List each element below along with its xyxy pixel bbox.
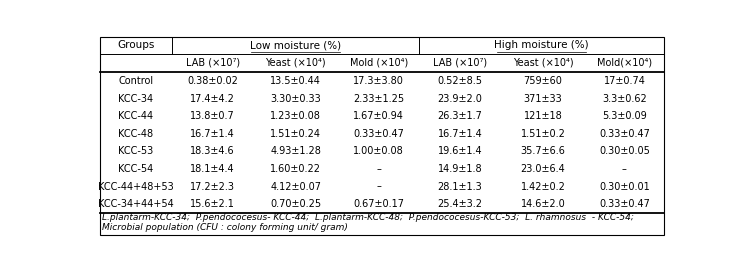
Text: KCC-44+48+53: KCC-44+48+53 (98, 182, 174, 192)
Text: –: – (376, 182, 381, 192)
Text: 0.30±0.05: 0.30±0.05 (599, 146, 650, 156)
Text: 18.1±4.4: 18.1±4.4 (191, 164, 235, 174)
Text: 17.2±2.3: 17.2±2.3 (190, 182, 235, 192)
Text: 1.42±0.2: 1.42±0.2 (521, 182, 565, 192)
Text: Yeast (×10⁴): Yeast (×10⁴) (265, 58, 326, 68)
Text: Groups: Groups (118, 40, 155, 50)
Text: 2.33±1.25: 2.33±1.25 (353, 94, 405, 104)
Text: Low moisture (%): Low moisture (%) (250, 40, 341, 50)
Text: 1.67±0.94: 1.67±0.94 (353, 111, 404, 121)
Text: 5.3±0.09: 5.3±0.09 (602, 111, 647, 121)
Text: LAB (×10⁷): LAB (×10⁷) (186, 58, 240, 68)
Text: 17.3±3.80: 17.3±3.80 (353, 76, 404, 86)
Text: 28.1±1.3: 28.1±1.3 (438, 182, 483, 192)
Text: L.plantarm-KCC-34;  P.pendococesus- KCC-44;  L.plantarm-KCC-48;  P.pendococesus-: L.plantarm-KCC-34; P.pendococesus- KCC-4… (102, 213, 634, 222)
Text: Yeast (×10⁴): Yeast (×10⁴) (513, 58, 574, 68)
Text: 0.33±0.47: 0.33±0.47 (353, 129, 404, 139)
Text: KCC-48: KCC-48 (118, 129, 153, 139)
Text: 13.8±0.7: 13.8±0.7 (191, 111, 235, 121)
Text: 16.7±1.4: 16.7±1.4 (438, 129, 483, 139)
Text: 1.60±0.22: 1.60±0.22 (270, 164, 321, 174)
Text: KCC-44: KCC-44 (118, 111, 153, 121)
Text: 371±33: 371±33 (524, 94, 562, 104)
Text: 1.00±0.08: 1.00±0.08 (353, 146, 404, 156)
Text: 23.9±2.0: 23.9±2.0 (437, 94, 483, 104)
Text: 0.33±0.47: 0.33±0.47 (599, 199, 650, 209)
Text: 17±0.74: 17±0.74 (603, 76, 645, 86)
Text: KCC-34+44+54: KCC-34+44+54 (98, 199, 174, 209)
Text: –: – (622, 164, 627, 174)
Text: 13.5±0.44: 13.5±0.44 (270, 76, 321, 86)
Text: 14.9±1.8: 14.9±1.8 (438, 164, 483, 174)
Text: 3.30±0.33: 3.30±0.33 (270, 94, 321, 104)
Text: 3.3±0.62: 3.3±0.62 (602, 94, 647, 104)
Text: 25.4±3.2: 25.4±3.2 (437, 199, 483, 209)
Text: 0.67±0.17: 0.67±0.17 (353, 199, 405, 209)
Text: 4.93±1.28: 4.93±1.28 (270, 146, 321, 156)
Text: 4.12±0.07: 4.12±0.07 (270, 182, 321, 192)
Text: 18.3±4.6: 18.3±4.6 (191, 146, 235, 156)
Text: –: – (376, 164, 381, 174)
Text: 1.23±0.08: 1.23±0.08 (270, 111, 321, 121)
Text: 0.70±0.25: 0.70±0.25 (270, 199, 321, 209)
Text: 0.33±0.47: 0.33±0.47 (599, 129, 650, 139)
Text: KCC-34: KCC-34 (118, 94, 153, 104)
Text: LAB (×10⁷): LAB (×10⁷) (433, 58, 487, 68)
Text: 15.6±2.1: 15.6±2.1 (190, 199, 235, 209)
Text: Microbial population (CFU : colony forming unit/ gram): Microbial population (CFU : colony formi… (102, 223, 348, 232)
Text: 16.7±1.4: 16.7±1.4 (191, 129, 235, 139)
Text: 19.6±1.4: 19.6±1.4 (438, 146, 483, 156)
Text: 121±18: 121±18 (524, 111, 562, 121)
Text: Mold (×10⁴): Mold (×10⁴) (349, 58, 408, 68)
Text: 26.3±1.7: 26.3±1.7 (437, 111, 483, 121)
Text: 17.4±4.2: 17.4±4.2 (190, 94, 235, 104)
Text: KCC-53: KCC-53 (118, 146, 153, 156)
Text: 759±60: 759±60 (524, 76, 562, 86)
Text: 0.30±0.01: 0.30±0.01 (599, 182, 650, 192)
Text: 35.7±6.6: 35.7±6.6 (521, 146, 565, 156)
Text: High moisture (%): High moisture (%) (494, 40, 589, 50)
Text: 0.52±8.5: 0.52±8.5 (437, 76, 483, 86)
Text: Mold(×10⁴): Mold(×10⁴) (597, 58, 652, 68)
Text: 23.0±6.4: 23.0±6.4 (521, 164, 565, 174)
Text: 14.6±2.0: 14.6±2.0 (521, 199, 565, 209)
Text: KCC-54: KCC-54 (118, 164, 153, 174)
Text: Control: Control (118, 76, 153, 86)
Text: 1.51±0.2: 1.51±0.2 (521, 129, 565, 139)
Text: 1.51±0.24: 1.51±0.24 (270, 129, 321, 139)
Text: 0.38±0.02: 0.38±0.02 (187, 76, 238, 86)
